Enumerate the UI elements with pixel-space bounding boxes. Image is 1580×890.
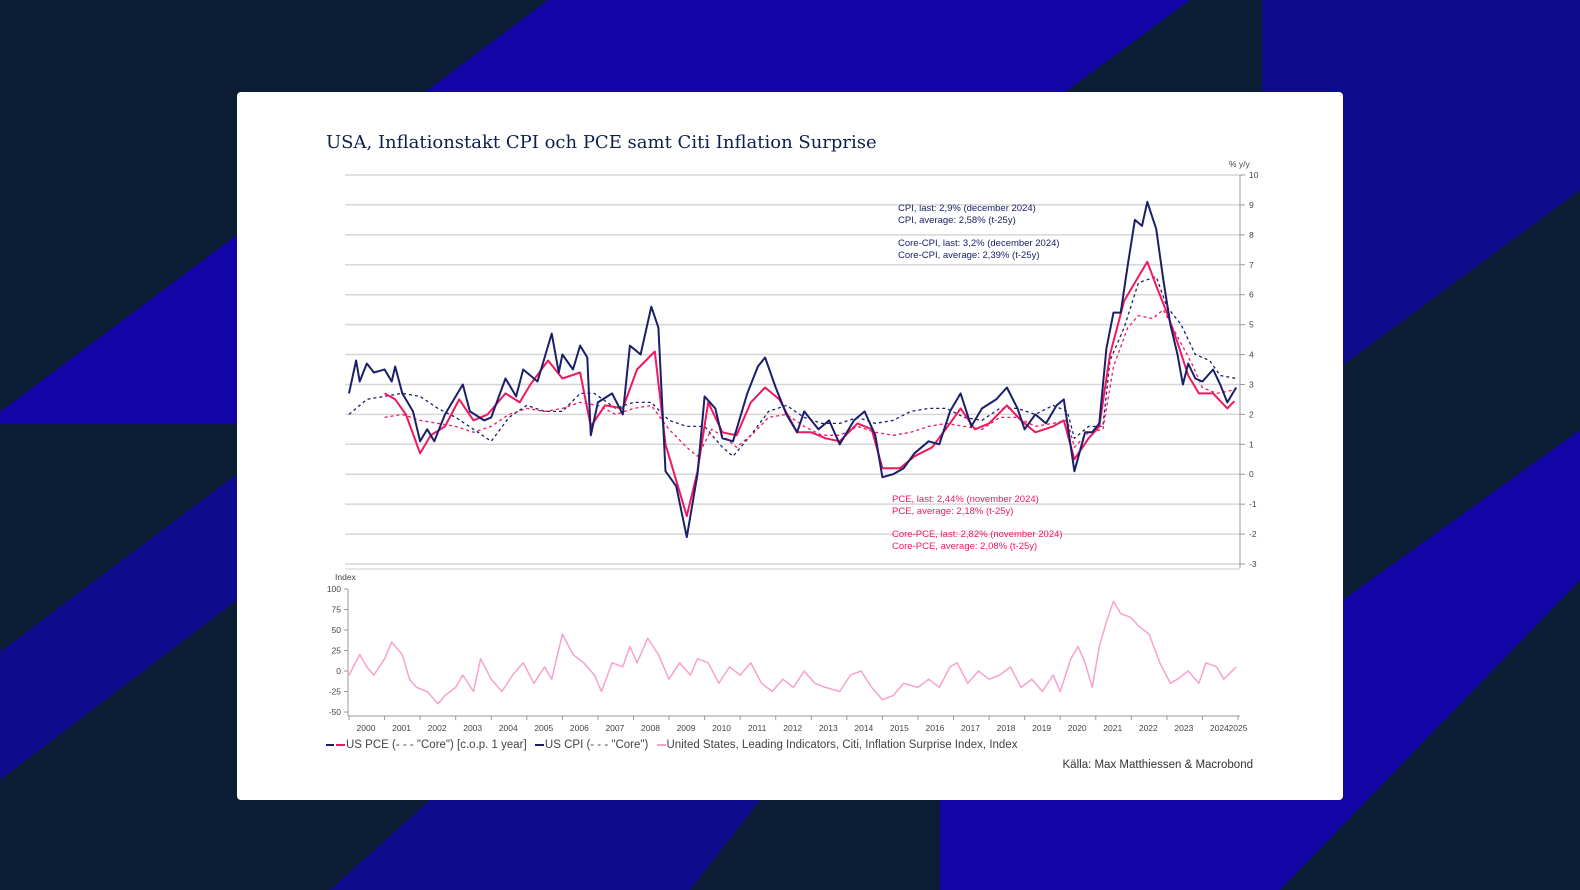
- y-tick-label: 75: [332, 605, 342, 615]
- legend-citi: United States, Leading Indicators, Citi,…: [656, 739, 1020, 751]
- y-tick-label: 0: [336, 666, 341, 676]
- y-tick-label: 2: [1249, 409, 1254, 419]
- chart-title: USA, Inflationstakt CPI och PCE samt Cit…: [326, 132, 877, 153]
- y-tick-label: 25: [332, 646, 342, 656]
- legend-cpi: US CPI (- - - "Core"): [534, 739, 650, 751]
- y-tick-label: -25: [329, 687, 342, 697]
- x-tick-label: 2004: [499, 723, 518, 733]
- x-tick-label: 2013: [819, 723, 838, 733]
- series-line-us-pce: [384, 260, 1236, 518]
- x-tick-label: 2010: [712, 723, 731, 733]
- core-pce-average-label: Core-PCE, average: 2,08% (t-25y): [892, 540, 1038, 552]
- y-tick-label: 50: [332, 625, 342, 635]
- y-tick-label: 0: [1249, 469, 1254, 479]
- legend-pce-label: US PCE (- - - "Core") [c.o.p. 1 year]: [346, 739, 527, 751]
- pce-annotation: PCE, last: 2,44% (november 2024) PCE, av…: [892, 494, 1039, 517]
- series-line-us-core-pce: [384, 309, 1235, 457]
- x-tick-label: 2025: [1229, 723, 1248, 733]
- x-tick-label: 2019: [1032, 723, 1051, 733]
- pce-last-label: PCE, last: 2,44% (november 2024): [892, 494, 1039, 505]
- x-tick-label: 2017: [961, 723, 980, 733]
- x-tick-label: 2011: [748, 723, 767, 733]
- chart-svg: -3 -2 -1 0 1 2 3 4 5 6 7 8 9 10% y/y Index -50 -25 0 25 50 7…: [327, 159, 1259, 733]
- x-tick-label: 2012: [783, 723, 802, 733]
- y-tick-label: 3: [1249, 379, 1254, 389]
- y-tick-label: 5: [1249, 320, 1254, 330]
- x-tick-label: 2001: [392, 723, 411, 733]
- x-tick-label: 2007: [605, 723, 624, 733]
- series-line-citi-inflation-surprise: [348, 600, 1237, 705]
- x-tick-label: 2003: [463, 723, 482, 733]
- legend-cpi-label: US CPI (- - - "Core"): [544, 739, 649, 751]
- y-tick-label: -2: [1249, 529, 1257, 539]
- x-tick-label: 2018: [997, 723, 1016, 733]
- y-tick-label: 4: [1249, 350, 1254, 360]
- core-pce-annotation: Core-PCE, last: 2,82% (november 2024) Co…: [892, 529, 1063, 552]
- series-line-us-cpi: [348, 200, 1238, 539]
- core-cpi-annotation: Core-CPI, last: 3,2% (december 2024) Cor…: [898, 238, 1060, 261]
- legend: US PCE (- - - "Core") [c.o.p. 1 year] US…: [325, 739, 1021, 751]
- cpi-average-label: CPI, average: 2,58% (t-25y): [898, 214, 1016, 226]
- x-tick-label: 2015: [890, 723, 909, 733]
- source-note: Källa: Max Matthiessen & Macrobond: [1062, 759, 1253, 771]
- y-axis-unit-label: Index: [335, 572, 357, 582]
- chart-card: -3 -2 -1 0 1 2 3 4 5 6 7 8 9 10% y/y Index -50 -25 0 25 50 7…: [237, 92, 1343, 800]
- y-tick-label: -50: [329, 707, 342, 717]
- core-cpi-last-label: Core-CPI, last: 3,2% (december 2024): [898, 238, 1060, 249]
- x-tick-label: 2024: [1210, 723, 1229, 733]
- x-tick-label: 2016: [925, 723, 944, 733]
- core-pce-last-label: Core-PCE, last: 2,82% (november 2024): [892, 529, 1063, 540]
- pce-average-label: PCE, average: 2,18% (t-25y): [892, 505, 1014, 517]
- y-tick-label: 100: [327, 584, 341, 594]
- x-tick-label: 2006: [570, 723, 589, 733]
- x-tick-label: 2008: [641, 723, 660, 733]
- y-tick-label: 7: [1249, 260, 1254, 270]
- x-tick-label: 2009: [677, 723, 696, 733]
- y-tick-label: 10: [1249, 170, 1259, 180]
- y-tick-label: 1: [1249, 439, 1254, 449]
- series-line-us-core-cpi: [348, 276, 1237, 457]
- y-tick-label: 9: [1249, 200, 1254, 210]
- x-tick-label: 2023: [1174, 723, 1193, 733]
- y-tick-label: 6: [1249, 290, 1254, 300]
- x-tick-label: 2014: [854, 723, 873, 733]
- x-tick-label: 2000: [357, 723, 376, 733]
- core-dashed-swatch-icon: [326, 743, 334, 746]
- y-tick-label: 8: [1249, 230, 1254, 240]
- cpi-last-label: CPI, last: 2,9% (december 2024): [898, 203, 1036, 214]
- x-tick-label: 2020: [1068, 723, 1087, 733]
- core-cpi-average-label: Core-CPI, average: 2,39% (t-25y): [898, 249, 1040, 261]
- y-tick-label: -3: [1249, 559, 1257, 569]
- x-tick-label: 2022: [1139, 723, 1158, 733]
- x-tick-label: 2002: [428, 723, 447, 733]
- legend-citi-label: United States, Leading Indicators, Citi,…: [666, 739, 1018, 751]
- x-tick-label: 2021: [1103, 723, 1122, 733]
- cpi-swatch-icon: [534, 743, 544, 746]
- y-axis-unit-label: % y/y: [1229, 159, 1251, 169]
- pce-swatch-icon: [336, 743, 345, 746]
- citi-swatch-icon: [656, 743, 666, 746]
- y-tick-label: -1: [1249, 499, 1257, 509]
- x-tick-label: 2005: [534, 723, 553, 733]
- cpi-annotation: CPI, last: 2,9% (december 2024) CPI, ave…: [898, 203, 1036, 226]
- legend-pce: US PCE (- - - "Core") [c.o.p. 1 year]: [325, 739, 529, 751]
